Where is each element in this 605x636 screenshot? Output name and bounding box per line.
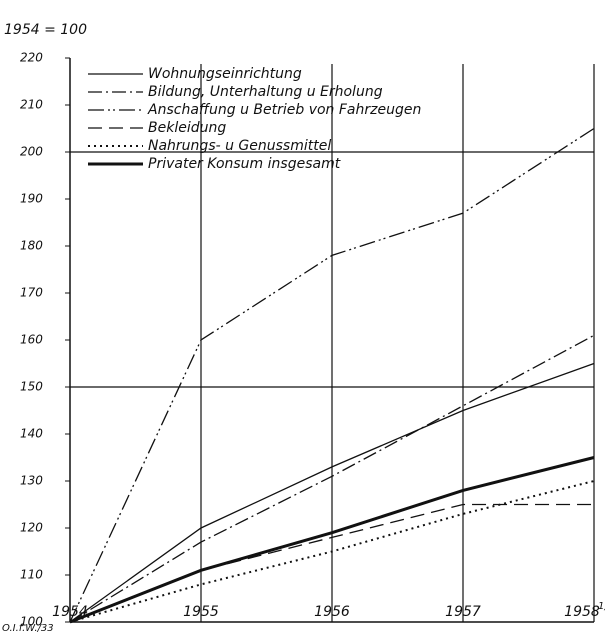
y-tick-label: 120	[20, 521, 43, 535]
x-tick-label: 1956	[314, 604, 350, 620]
legend-label: Bildung, Unterhaltung u Erholung	[148, 84, 383, 100]
series-line	[69, 456, 595, 624]
y-tick-label: 220	[20, 51, 43, 65]
legend-label: Nahrungs- u Genussmittel	[148, 138, 331, 154]
y-tick-label: 160	[20, 333, 43, 347]
footnote-marker: 1)	[598, 601, 605, 612]
y-tick-label: 140	[20, 427, 43, 441]
y-axis-label: 1954 = 100	[4, 22, 87, 38]
series-line	[69, 334, 595, 623]
legend-label: Wohnungseinrichtung	[148, 66, 302, 82]
y-tick-label: 190	[20, 192, 43, 206]
x-tick-label: 1957	[445, 604, 481, 620]
y-tick-label: 100	[20, 615, 43, 629]
y-tick-label: 150	[20, 380, 43, 394]
y-tick-label: 210	[20, 98, 43, 112]
x-tick-label: 1955	[183, 604, 219, 620]
y-tick-label: 170	[20, 286, 43, 300]
legend-label: Bekleidung	[148, 120, 226, 136]
y-tick-label: 130	[20, 474, 43, 488]
x-tick-label: 1958	[564, 604, 600, 620]
series-line	[69, 480, 595, 623]
source: O.I.f.W./33	[2, 623, 54, 634]
series-line	[69, 127, 595, 623]
y-tick-label: 200	[20, 145, 43, 159]
y-tick-label: 110	[20, 568, 43, 582]
legend-label: Privater Konsum insgesamt	[148, 156, 341, 172]
legend-label: Anschaffung u Betrieb von Fahrzeugen	[147, 102, 421, 118]
series-line	[69, 362, 595, 623]
y-tick-label: 180	[20, 239, 43, 253]
